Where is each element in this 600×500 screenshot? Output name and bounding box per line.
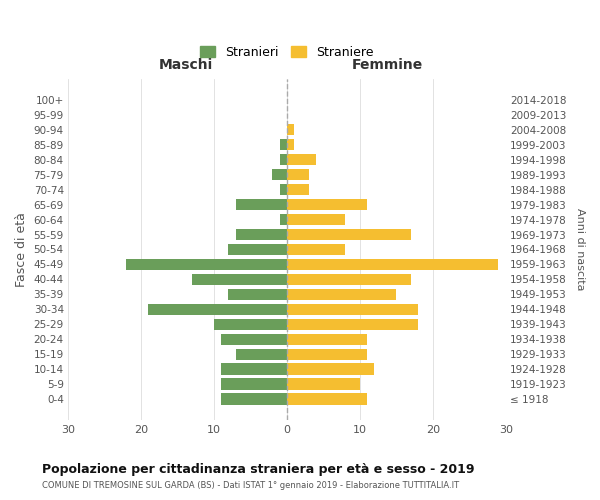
Bar: [287, 274, 411, 285]
Text: Femmine: Femmine: [352, 58, 423, 72]
Bar: [287, 169, 309, 180]
Bar: [192, 274, 287, 285]
Bar: [287, 259, 499, 270]
Bar: [287, 304, 418, 315]
Bar: [287, 139, 294, 150]
Bar: [287, 229, 411, 240]
Text: Maschi: Maschi: [159, 58, 213, 72]
Bar: [280, 214, 287, 225]
Bar: [287, 288, 397, 300]
Bar: [287, 318, 418, 330]
Bar: [287, 154, 316, 166]
Text: Popolazione per cittadinanza straniera per età e sesso - 2019: Popolazione per cittadinanza straniera p…: [42, 462, 475, 475]
Bar: [214, 318, 287, 330]
Bar: [287, 124, 294, 136]
Bar: [280, 139, 287, 150]
Bar: [236, 229, 287, 240]
Bar: [287, 378, 360, 390]
Bar: [221, 364, 287, 374]
Bar: [280, 184, 287, 196]
Y-axis label: Fasce di età: Fasce di età: [15, 212, 28, 287]
Bar: [229, 244, 287, 255]
Bar: [287, 244, 345, 255]
Bar: [148, 304, 287, 315]
Bar: [221, 334, 287, 345]
Bar: [287, 364, 374, 374]
Bar: [221, 378, 287, 390]
Bar: [229, 288, 287, 300]
Bar: [236, 199, 287, 210]
Bar: [287, 348, 367, 360]
Bar: [272, 169, 287, 180]
Legend: Stranieri, Straniere: Stranieri, Straniere: [195, 40, 379, 64]
Bar: [221, 394, 287, 404]
Bar: [280, 154, 287, 166]
Text: COMUNE DI TREMOSINE SUL GARDA (BS) - Dati ISTAT 1° gennaio 2019 - Elaborazione T: COMUNE DI TREMOSINE SUL GARDA (BS) - Dat…: [42, 481, 459, 490]
Y-axis label: Anni di nascita: Anni di nascita: [575, 208, 585, 290]
Bar: [287, 334, 367, 345]
Bar: [287, 394, 367, 404]
Bar: [287, 214, 345, 225]
Bar: [236, 348, 287, 360]
Bar: [287, 199, 367, 210]
Bar: [127, 259, 287, 270]
Bar: [287, 184, 309, 196]
